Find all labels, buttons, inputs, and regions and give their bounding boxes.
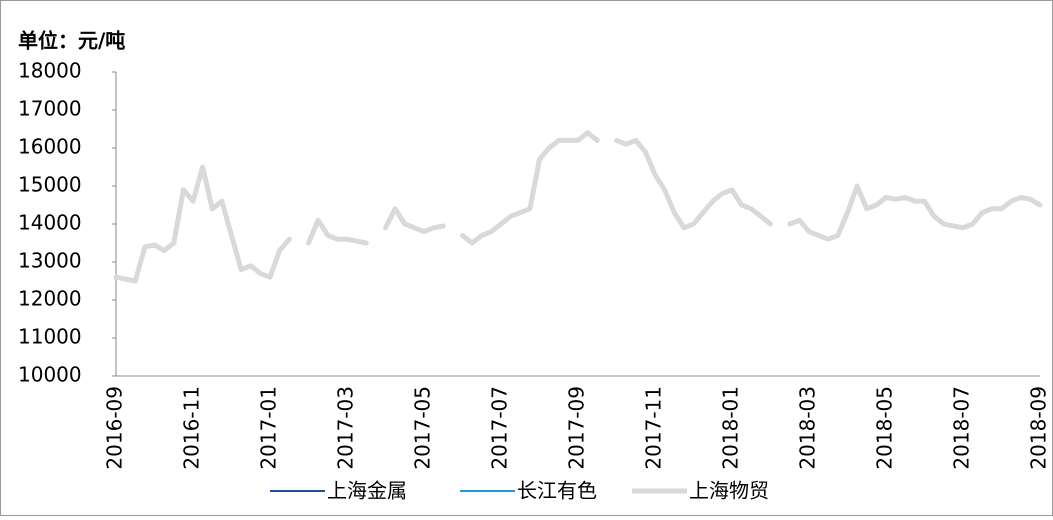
x-tick-label: 2018-09 (1027, 386, 1051, 470)
x-tick-label: 2016-09 (103, 386, 127, 470)
x-tick-label: 2017-09 (565, 386, 589, 470)
x-tick-label: 2017-03 (334, 386, 358, 470)
series-line (113, 130, 1043, 284)
x-tick-label: 2017-07 (488, 386, 512, 470)
y-tick-label: 15000 (18, 173, 82, 197)
x-tick-label: 2017-11 (642, 386, 666, 470)
legend-label: 上海物贸 (689, 479, 769, 503)
y-tick-label: 14000 (18, 211, 82, 235)
y-tick-label: 10000 (18, 363, 82, 387)
legend-label: 长江有色 (517, 479, 597, 503)
x-tick-label: 2018-03 (796, 386, 820, 470)
y-tick-label: 18000 (18, 59, 82, 83)
x-tick-label: 2018-05 (873, 386, 897, 470)
x-tick-label: 2017-05 (411, 386, 435, 470)
x-tick-label: 2018-07 (950, 386, 974, 470)
x-tick-label: 2017-01 (257, 386, 281, 470)
y-tick-label: 17000 (18, 97, 82, 121)
y-tick-label: 13000 (18, 249, 82, 273)
chart-title: 单位：元/吨 (18, 29, 125, 53)
y-tick-label: 12000 (18, 287, 82, 311)
x-tick-label: 2016-11 (180, 386, 204, 470)
y-tick-label: 11000 (18, 325, 82, 349)
x-tick-label: 2018-01 (719, 386, 743, 470)
y-tick-label: 16000 (18, 135, 82, 159)
legend-label: 上海金属 (327, 479, 407, 503)
